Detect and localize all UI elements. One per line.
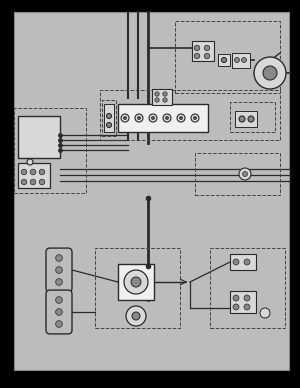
Circle shape [152,116,154,120]
Circle shape [155,92,159,96]
Circle shape [166,116,169,120]
Bar [102,100,116,136]
Circle shape [124,270,148,294]
Circle shape [177,114,185,122]
FancyBboxPatch shape [46,248,72,292]
Circle shape [221,57,226,62]
Bar [14,108,86,193]
Circle shape [239,116,245,122]
Circle shape [260,308,270,318]
Circle shape [248,116,254,122]
Circle shape [244,304,250,310]
Bar [175,21,280,93]
Bar [230,291,256,313]
Bar [232,53,250,68]
Circle shape [106,123,112,128]
Circle shape [233,304,239,310]
Circle shape [163,114,171,122]
Circle shape [191,114,199,122]
Circle shape [21,179,27,185]
Circle shape [242,171,247,177]
Bar [104,104,114,132]
Circle shape [254,57,286,89]
Circle shape [56,279,62,285]
Bar [230,102,275,132]
Bar [18,173,50,191]
Circle shape [56,255,62,262]
Bar [100,90,280,140]
Circle shape [149,114,157,122]
Circle shape [135,114,143,122]
Circle shape [106,114,112,118]
Circle shape [126,306,146,326]
Circle shape [194,45,200,51]
Circle shape [39,169,45,175]
Bar [18,116,60,158]
Circle shape [244,259,250,265]
Bar [18,163,50,188]
Circle shape [121,114,129,122]
Circle shape [131,277,141,287]
Bar [195,153,280,195]
Circle shape [132,312,140,320]
Bar [95,248,180,328]
Circle shape [30,179,36,185]
Circle shape [163,92,167,96]
Circle shape [124,116,127,120]
Circle shape [155,98,159,102]
Bar [118,104,208,132]
Circle shape [194,53,200,59]
Bar [192,41,214,61]
Bar [210,248,285,328]
Circle shape [179,116,182,120]
Bar [118,264,154,300]
Bar [235,111,257,127]
Circle shape [137,116,140,120]
Bar [152,89,172,105]
Bar [218,54,230,66]
Circle shape [56,297,62,303]
Circle shape [56,267,62,274]
Circle shape [263,66,277,80]
Circle shape [233,259,239,265]
Circle shape [235,57,239,62]
Circle shape [194,116,196,120]
FancyBboxPatch shape [46,290,72,334]
Bar [230,254,256,270]
Circle shape [39,179,45,185]
Circle shape [163,98,167,102]
Circle shape [30,169,36,175]
Circle shape [21,169,27,175]
Circle shape [27,159,33,165]
Circle shape [204,53,210,59]
Circle shape [233,295,239,301]
Circle shape [244,295,250,301]
Circle shape [204,45,210,51]
Circle shape [242,57,247,62]
Circle shape [56,308,62,315]
Circle shape [239,168,251,180]
Circle shape [56,320,62,327]
